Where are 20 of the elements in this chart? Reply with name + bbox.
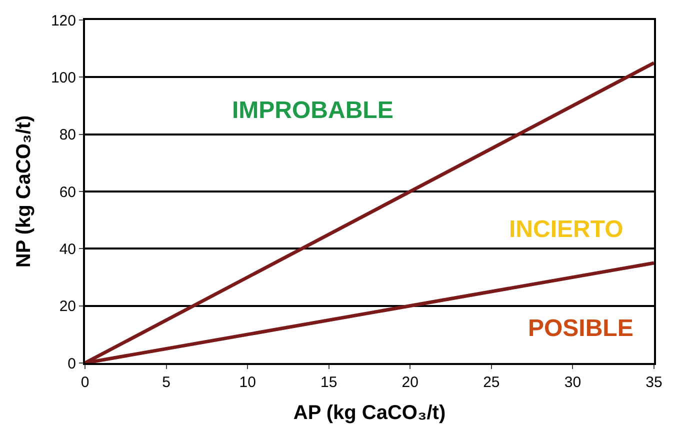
x-tick-label: 5 (162, 374, 170, 391)
y-tick-label: 40 (59, 240, 76, 258)
x-axis-title: AP (kg CaCO₃/t) (293, 402, 446, 424)
annotation: IMPROBABLE (232, 97, 394, 124)
annotation: POSIBLE (528, 315, 634, 342)
y-axis-title: NP (kg CaCO₃/t) (12, 115, 35, 268)
annotation: INCIERTO (509, 216, 624, 243)
y-tick-label: 100 (50, 69, 76, 86)
x-tick-label: 0 (80, 374, 90, 391)
x-tick-label: 25 (483, 374, 500, 391)
x-tick-label: 10 (239, 374, 256, 391)
y-tick-label: 20 (59, 298, 76, 316)
x-tick-label: 20 (402, 374, 418, 391)
y-tick-label: 60 (59, 184, 76, 201)
y-tick-label: 80 (59, 126, 76, 144)
x-tick-label: 15 (320, 374, 338, 391)
x-tick-label: 35 (646, 374, 662, 391)
y-tick-label: 0 (68, 355, 76, 372)
x-tick-label: 30 (564, 374, 582, 391)
y-tick-label: 120 (50, 12, 76, 30)
